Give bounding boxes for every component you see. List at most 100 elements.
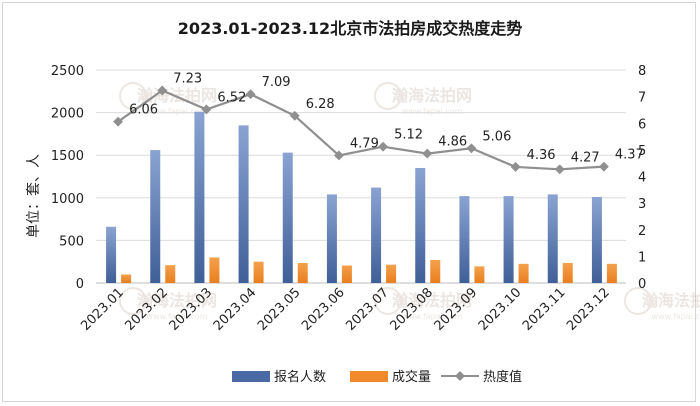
watermarks: 瀚海法拍网www.fapai.com瀚海法拍网www.fapai.com瀚海法拍… (119, 82, 700, 321)
y-left-tick-label: 500 (59, 234, 84, 249)
x-tick-label: 2023.01 (78, 285, 127, 334)
watermark-name: 瀚海法拍网 (391, 86, 472, 105)
y-left-tick-label: 2000 (51, 107, 84, 122)
heat-value-label: 7.09 (262, 75, 291, 90)
bar-transactions (518, 263, 529, 283)
x-tick-label: 2023.10 (476, 285, 525, 334)
bar-registrations (194, 111, 205, 283)
watermark-logo: 瀚海法拍网 www.fapai.com (374, 82, 472, 116)
bar-registrations (547, 194, 558, 283)
heat-point (157, 85, 168, 96)
y-right-tick-label: 1 (638, 250, 646, 265)
x-tick-label: 2023.04 (211, 285, 260, 334)
bar-transactions (606, 263, 617, 283)
heat-point (422, 148, 433, 159)
watermark-url: www.fapai.com (147, 312, 208, 321)
heat-value-label: 4.79 (350, 136, 379, 151)
watermark-emblem (624, 287, 652, 315)
bar-registrations (591, 196, 602, 283)
legend-swatch-transactions (350, 371, 388, 382)
watermark-url: www.fapai.com (652, 312, 700, 321)
heat-value-label: 5.12 (394, 128, 423, 143)
bar-registrations (326, 194, 337, 283)
heat-value-label: 5.06 (482, 129, 511, 144)
watermark-name: 瀚海法拍网 (391, 291, 472, 310)
heat-point (554, 164, 565, 175)
bar-registrations (106, 226, 117, 283)
bar-transactions (341, 265, 352, 283)
watermark-url: www.fapai.com (402, 107, 463, 116)
bar-transactions (562, 262, 573, 283)
heat-point (510, 161, 521, 172)
heat-value-label: 4.27 (571, 150, 600, 165)
heat-point (113, 116, 124, 127)
heat-line: 6.06 7.23 6.52 7.09 6.28 4.79 5.12 4.86 5.06 4.36… (113, 72, 644, 175)
y-left-tick-label: 1000 (51, 192, 84, 207)
watermark-url: www.fapai.com (147, 107, 208, 116)
heat-value-label: 6.06 (129, 103, 158, 118)
bar-registrations (459, 196, 470, 283)
bars (106, 111, 617, 283)
chart-title: 2023.01-2023.12北京市法拍房成交热度走势 (178, 19, 522, 38)
bar-registrations (415, 167, 426, 283)
watermark-url: www.fapai.com (402, 312, 463, 321)
bar-transactions (165, 265, 176, 283)
y-left-axis-label: 单位：套、人 (26, 154, 42, 238)
bar-registrations (282, 152, 293, 283)
heat-value-label: 7.23 (173, 72, 202, 87)
watermark-emblem (119, 287, 147, 315)
gridlines (96, 69, 626, 284)
legend-marker-heat (455, 371, 465, 381)
heat-point (466, 143, 477, 154)
watermark-emblem (119, 82, 147, 110)
x-tick-label: 2023.07 (343, 285, 392, 334)
watermark-name: 瀚海法拍网 (641, 291, 700, 310)
y-right-tick-label: 4 (638, 171, 646, 186)
legend: 报名人数 成交量 热度值 (232, 369, 522, 385)
y-right-tick-label: 0 (638, 277, 646, 292)
y-right-tick-label: 8 (638, 64, 646, 79)
heat-value-label: 6.28 (306, 97, 335, 112)
bar-transactions (209, 257, 220, 283)
heat-value-label: 4.37 (615, 148, 644, 163)
y-right-tick-label: 5 (638, 144, 646, 159)
heat-point (245, 89, 256, 100)
y-right-tick-label: 3 (638, 197, 646, 212)
heat-value-label: 4.86 (438, 135, 467, 150)
y-right-tick-label: 7 (638, 91, 646, 106)
chart-frame (2, 2, 696, 402)
legend-label-transactions: 成交量 (392, 369, 431, 385)
bar-transactions (253, 261, 264, 283)
watermark-logo: 瀚海法拍网 www.fapai.com (624, 287, 700, 321)
watermark-logo: 瀚海法拍网 www.fapai.com (374, 287, 472, 321)
bar-registrations (503, 196, 514, 283)
y-right-tick-label: 6 (638, 117, 646, 132)
heat-point (378, 141, 389, 152)
bar-transactions (297, 262, 308, 283)
x-tick-label: 2023.05 (255, 285, 304, 334)
x-tick-label: 2023.11 (520, 285, 569, 334)
legend-label-registrations: 报名人数 (274, 369, 326, 385)
bar-transactions (430, 259, 441, 283)
watermark-name: 瀚海法拍网 (136, 291, 217, 310)
y-left-tick-label: 0 (76, 277, 84, 292)
bar-transactions (474, 266, 485, 283)
watermark-logo: 瀚海法拍网 www.fapai.com (119, 287, 217, 321)
heat-value-label: 4.36 (527, 148, 556, 163)
watermark-emblem (374, 82, 402, 110)
heat-point (201, 104, 212, 115)
x-tick-label: 2023.06 (299, 285, 348, 334)
y-right-tick-label: 2 (638, 224, 646, 239)
y-left-tick-label: 1500 (51, 149, 84, 164)
heat-line-path (117, 89, 604, 171)
heat-point (598, 161, 609, 172)
bar-registrations (371, 187, 382, 283)
watermark-emblem (374, 287, 402, 315)
legend-label-heat: 热度值 (483, 369, 522, 385)
heat-value-label: 6.52 (217, 90, 246, 105)
x-tick-label: 2023.12 (564, 285, 613, 334)
heat-point (333, 150, 344, 161)
bar-transactions (386, 264, 397, 283)
bar-transactions (121, 274, 132, 283)
